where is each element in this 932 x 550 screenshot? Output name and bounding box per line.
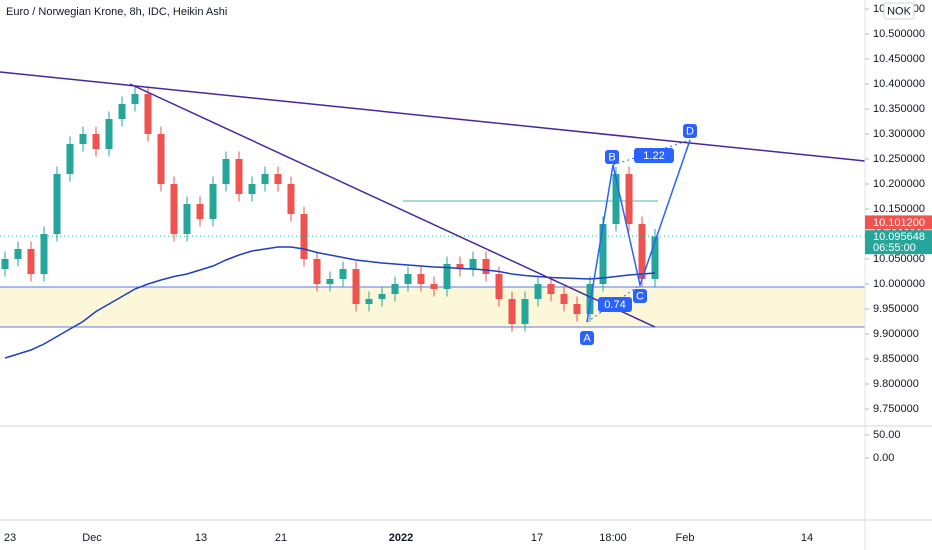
y-tick-label: 10.200000: [873, 178, 925, 190]
y-tick-label: 10.250000: [873, 153, 925, 165]
current-price-label: 10.095648: [873, 231, 925, 243]
candle-body: [79, 134, 87, 144]
x-tick-label: 18:00: [599, 532, 627, 544]
candle-body: [352, 269, 360, 304]
candle-body: [365, 299, 373, 304]
last-price-tag: [865, 215, 932, 230]
candle-body: [378, 294, 386, 299]
currency: NOK: [887, 5, 912, 17]
candle-body: [404, 274, 412, 284]
candle-body: [196, 204, 204, 219]
candle-body: [625, 174, 633, 224]
candle-body: [547, 284, 555, 294]
candle-body: [482, 259, 490, 274]
candle-body: [118, 104, 126, 119]
y-tick-label: 10.150000: [873, 203, 925, 215]
candle-body: [131, 94, 139, 104]
candle-body: [53, 174, 61, 234]
y-tick-label: 10.350000: [873, 103, 925, 115]
candle-body: [313, 259, 321, 284]
candle-body: [456, 264, 464, 269]
candle-body: [287, 184, 295, 214]
current-price-tag: [865, 230, 932, 255]
x-tick-label: 17: [531, 532, 543, 544]
candle-body: [560, 294, 568, 304]
y-tick-label: 10.300000: [873, 128, 925, 140]
y-tick-label: 9.750000: [873, 403, 919, 415]
candle-body: [339, 269, 347, 279]
candle-body: [534, 284, 542, 299]
candle-body: [66, 144, 74, 174]
candle-body: [14, 249, 22, 259]
candle-body: [508, 299, 516, 324]
y-tick-label: 10.500000: [873, 28, 925, 40]
y-tick-label: 10.450000: [873, 53, 925, 65]
x-tick-label: 14: [801, 532, 813, 544]
last-price-label: 10.101200: [873, 217, 925, 229]
point-label: A: [583, 332, 591, 344]
y-tick-label: 10.000000: [873, 278, 925, 290]
candle-body: [40, 234, 48, 274]
candle-body: [599, 224, 607, 284]
candle-body: [521, 299, 529, 324]
candle-body: [586, 284, 594, 314]
candle-body: [638, 224, 646, 279]
ratio-label: 0.74: [604, 299, 625, 311]
candle-body: [183, 204, 191, 234]
candle-body: [170, 184, 178, 234]
zone: [0, 287, 865, 327]
candle-body: [248, 184, 256, 194]
candle-body: [261, 174, 269, 184]
candle-body: [235, 159, 243, 194]
candle-body: [209, 184, 217, 219]
y-tick-label: 10.400000: [873, 78, 925, 90]
candle-body: [222, 159, 230, 184]
y-tick-label: 50.00: [873, 429, 901, 441]
candle-body: [469, 259, 477, 269]
y-tick-label: 9.800000: [873, 378, 919, 390]
pattern-dotted: [586, 284, 641, 323]
y-tick-label: 9.900000: [873, 328, 919, 340]
x-tick-label: 2022: [389, 532, 413, 544]
y-tick-label: 0.00: [873, 452, 894, 464]
candle-body: [495, 274, 503, 299]
x-tick-label: Dec: [82, 532, 102, 544]
pattern-labels: A B C D 1.22 0.74: [580, 124, 697, 345]
trendline: [0, 71, 866, 162]
chart-title: Euro / Norwegian Krone, 8h, IDC, Heikin …: [6, 6, 227, 18]
currency-box: [883, 2, 915, 20]
candle-body: [105, 119, 113, 149]
candle-body: [612, 174, 620, 224]
point-label: C: [636, 290, 644, 302]
candle-body: [326, 279, 334, 284]
x-tick-label: Feb: [676, 532, 695, 544]
y-tick-label: 9.850000: [873, 353, 919, 365]
ratio-label: 1.22: [643, 150, 664, 162]
abcd-pattern: [586, 139, 691, 323]
x-tick-label: 21: [275, 532, 287, 544]
y-tick-label: 9.950000: [873, 303, 919, 315]
x-tick-label: 23: [4, 532, 16, 544]
candle-body: [430, 284, 438, 289]
point-label: D: [686, 125, 694, 137]
candle-body: [443, 264, 451, 289]
candle-body: [573, 304, 581, 314]
candle-body: [274, 174, 282, 184]
candle-body: [651, 236, 659, 279]
y-tick-label: 10.050000: [873, 253, 925, 265]
candle-body: [417, 274, 425, 284]
countdown: 06:55:00: [873, 242, 916, 254]
candle-body: [92, 134, 100, 149]
candle-body: [144, 94, 152, 134]
candle-body: [157, 134, 165, 184]
trendline: [129, 83, 656, 328]
x-tick-label: 13: [195, 532, 207, 544]
candle-body: [1, 259, 9, 269]
point-label: B: [608, 151, 615, 163]
candle-body: [391, 284, 399, 294]
candle-body: [27, 249, 35, 274]
